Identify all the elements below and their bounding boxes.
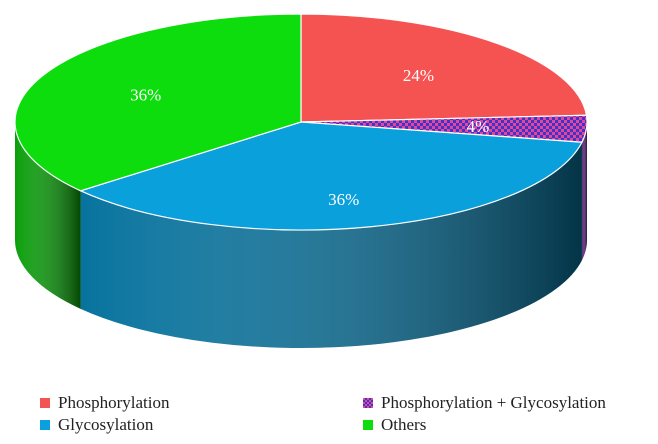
- pie-chart: 24% 4% 36% 36%: [14, 13, 588, 348]
- pie-slice-glycosylation: [78, 121, 583, 231]
- legend-label: Others: [381, 415, 427, 434]
- pie-top-faces: [14, 13, 588, 231]
- legend-label: Phosphorylation: [58, 393, 170, 412]
- legend-item-glycosylation: Glycosylation: [40, 414, 153, 436]
- legend-swatch: [40, 420, 50, 430]
- legend-item-phosphorylation-glycosylation: Phosphorylation + Glycosylation: [363, 392, 606, 414]
- pie-side-shade: [581, 122, 587, 261]
- pie-slice-others: [14, 13, 302, 192]
- legend-item-others: Others: [363, 414, 426, 436]
- pie-side-shade: [80, 142, 582, 348]
- legend-item-phosphorylation: Phosphorylation: [40, 392, 169, 414]
- pie-side-shade: [15, 122, 81, 309]
- legend: Phosphorylation Phosphorylation + Glycos…: [0, 384, 658, 440]
- pie-slice-phosphorylation: [300, 13, 588, 123]
- data-label-phosphorylation-glycosylation: 4%: [467, 117, 490, 136]
- legend-swatch: [363, 398, 373, 408]
- data-label-glycosylation: 36%: [328, 190, 359, 209]
- legend-label: Phosphorylation + Glycosylation: [381, 393, 606, 412]
- pie-side-walls: [15, 122, 587, 348]
- data-label-others: 36%: [130, 85, 161, 104]
- legend-label: Glycosylation: [58, 415, 154, 434]
- legend-swatch: [363, 420, 373, 430]
- data-label-phosphorylation: 24%: [403, 66, 434, 85]
- pie-data-labels: 24% 4% 36% 36%: [130, 66, 489, 209]
- legend-swatch: [40, 398, 50, 408]
